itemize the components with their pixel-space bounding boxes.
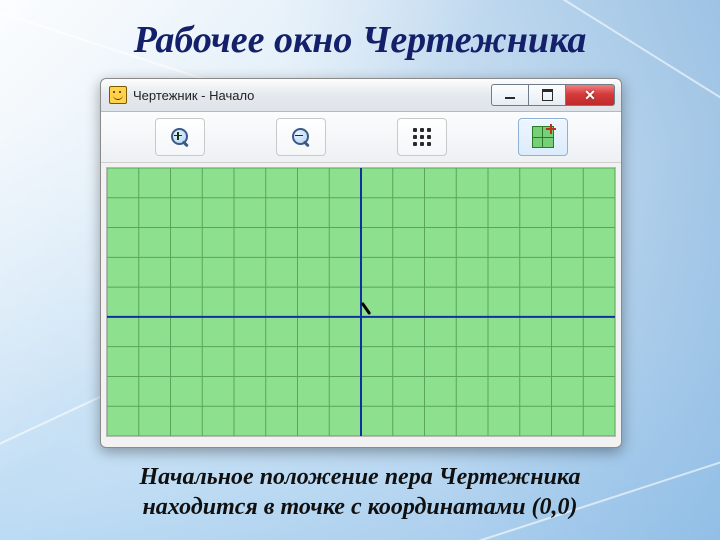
zoom-in-button[interactable] (155, 118, 205, 156)
titlebar[interactable]: Чертежник - Начало ✕ (101, 79, 621, 112)
window-title: Чертежник - Начало (133, 88, 254, 103)
caption-line-2: находится в точке с координатами (0,0) (142, 494, 577, 520)
zoom-in-icon (171, 128, 189, 146)
slide: Рабочее окно Чертежника Чертежник - Нача… (0, 0, 720, 540)
window-buttons: ✕ (491, 84, 615, 106)
maximize-icon (542, 89, 553, 101)
page-title: Рабочее окно Чертежника (0, 18, 720, 62)
canvas-area[interactable] (106, 167, 616, 437)
grid-fit-button[interactable] (518, 118, 568, 156)
caption: Начальное положение пера Чертежника нахо… (90, 462, 630, 522)
minimize-icon (505, 97, 515, 99)
toolbar (101, 112, 621, 163)
app-window: Чертежник - Начало ✕ (100, 78, 622, 448)
zoom-out-icon (292, 128, 310, 146)
close-icon: ✕ (584, 88, 596, 102)
zoom-out-button[interactable] (276, 118, 326, 156)
grid-fit-icon (532, 126, 554, 148)
minimize-button[interactable] (491, 84, 528, 106)
app-icon (109, 86, 127, 104)
caption-line-1: Начальное положение пера Чертежника (140, 464, 581, 490)
grid-dots-icon (413, 128, 431, 146)
close-button[interactable]: ✕ (566, 84, 615, 106)
maximize-button[interactable] (528, 84, 566, 106)
grid-dots-button[interactable] (397, 118, 447, 156)
